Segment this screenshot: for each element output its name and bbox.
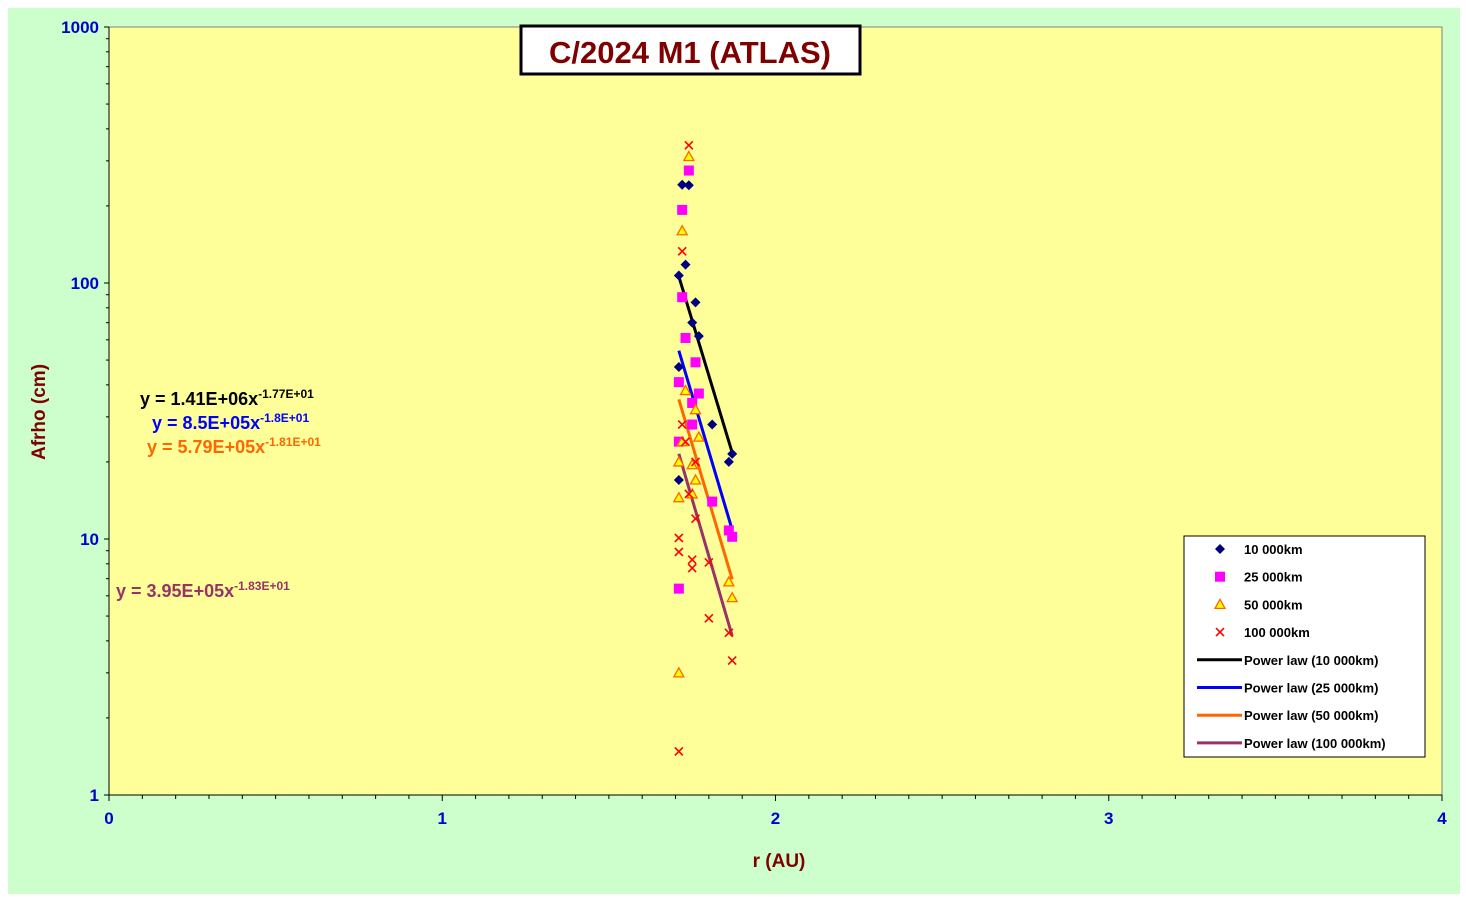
data-point bbox=[704, 557, 714, 567]
data-point bbox=[672, 666, 685, 678]
data-point bbox=[673, 270, 684, 281]
data-point bbox=[689, 473, 702, 485]
data-point bbox=[677, 419, 687, 430]
data-point bbox=[727, 448, 738, 459]
legend-marker bbox=[1215, 627, 1225, 637]
data-point bbox=[679, 384, 692, 396]
data-point bbox=[677, 246, 687, 256]
data-point bbox=[723, 456, 734, 467]
x-axis-label: r (AU) bbox=[753, 851, 806, 872]
data-point bbox=[690, 514, 701, 524]
fit-equation: y = 3.95E+05x-1.83E+01 bbox=[116, 579, 290, 601]
legend-marker bbox=[1213, 598, 1227, 610]
data-point bbox=[689, 403, 702, 415]
y-tick-label: 10 bbox=[80, 530, 99, 549]
data-point bbox=[683, 165, 694, 176]
data-point bbox=[724, 628, 734, 638]
data-point bbox=[687, 397, 698, 408]
data-point bbox=[672, 455, 685, 467]
data-point bbox=[684, 140, 694, 150]
data-point bbox=[673, 361, 684, 372]
data-point bbox=[726, 591, 739, 603]
data-point bbox=[680, 259, 691, 270]
data-point bbox=[727, 656, 737, 666]
x-tick-label: 2 bbox=[771, 809, 780, 828]
fit-equation: y = 5.79E+05x-1.81E+01 bbox=[147, 435, 321, 457]
legend: 10 000km 25 000km 50 000km 100 000km Power l… bbox=[1183, 535, 1426, 758]
data-point bbox=[722, 575, 735, 587]
data-point bbox=[680, 332, 691, 343]
legend-label: 10 000km bbox=[1244, 542, 1303, 557]
data-point bbox=[690, 297, 701, 308]
data-point bbox=[690, 457, 701, 467]
data-point bbox=[687, 419, 698, 430]
data-point bbox=[680, 437, 691, 447]
data-point bbox=[677, 204, 688, 215]
y-axis-label: Afrho (cm) bbox=[29, 364, 50, 460]
data-point bbox=[704, 613, 714, 623]
legend-label: 50 000km bbox=[1244, 597, 1303, 612]
data-point bbox=[676, 224, 689, 236]
data-point bbox=[684, 489, 694, 499]
data-point bbox=[673, 377, 684, 388]
data-point bbox=[692, 430, 705, 442]
data-point bbox=[677, 292, 688, 303]
fit-line bbox=[677, 350, 734, 531]
data-point bbox=[683, 180, 694, 191]
x-tick-label: 4 bbox=[1437, 809, 1447, 828]
data-points bbox=[672, 140, 739, 756]
chart-title: C/2024 M1 (ATLAS) bbox=[549, 35, 831, 70]
data-point bbox=[723, 525, 734, 536]
x-tick-label: 1 bbox=[438, 809, 447, 828]
data-point bbox=[727, 531, 738, 542]
data-point bbox=[687, 563, 697, 573]
legend-label: Power law (100 000km) bbox=[1244, 736, 1386, 751]
data-point bbox=[693, 388, 704, 399]
fit-equations: y = 1.41E+06x-1.77E+01y = 8.5E+05x-1.8E+… bbox=[116, 387, 321, 601]
x-tick-label: 3 bbox=[1104, 809, 1113, 828]
data-point bbox=[672, 491, 685, 503]
data-point bbox=[687, 555, 697, 565]
data-point bbox=[673, 475, 684, 486]
y-tick-label: 1000 bbox=[61, 18, 99, 37]
data-point bbox=[674, 533, 684, 543]
y-tick-label: 100 bbox=[71, 274, 99, 293]
fit-line bbox=[677, 453, 734, 637]
legend-label: 25 000km bbox=[1244, 570, 1303, 585]
legend-label: 100 000km bbox=[1244, 625, 1310, 640]
legend-marker bbox=[1215, 544, 1225, 554]
legend-label: Power law (10 000km) bbox=[1244, 653, 1378, 668]
data-point bbox=[707, 419, 718, 430]
data-point bbox=[693, 331, 704, 342]
data-point bbox=[707, 496, 718, 507]
data-point bbox=[673, 583, 684, 594]
fit-line bbox=[677, 276, 734, 454]
legend-label: Power law (50 000km) bbox=[1244, 708, 1378, 723]
fit-equation: y = 8.5E+05x-1.8E+01 bbox=[152, 411, 309, 433]
fit-equation: y = 1.41E+06x-1.77E+01 bbox=[140, 387, 314, 409]
data-point bbox=[682, 150, 695, 162]
y-tick-label: 1 bbox=[90, 786, 99, 805]
data-point bbox=[690, 357, 701, 368]
data-point bbox=[674, 547, 684, 557]
chart-title-box: C/2024 M1 (ATLAS) bbox=[519, 24, 862, 76]
legend-label: Power law (25 000km) bbox=[1244, 681, 1378, 696]
data-point bbox=[687, 317, 698, 328]
data-point bbox=[677, 179, 688, 190]
x-tick-label: 0 bbox=[104, 809, 113, 828]
data-point bbox=[674, 746, 684, 756]
legend-marker bbox=[1215, 571, 1225, 582]
